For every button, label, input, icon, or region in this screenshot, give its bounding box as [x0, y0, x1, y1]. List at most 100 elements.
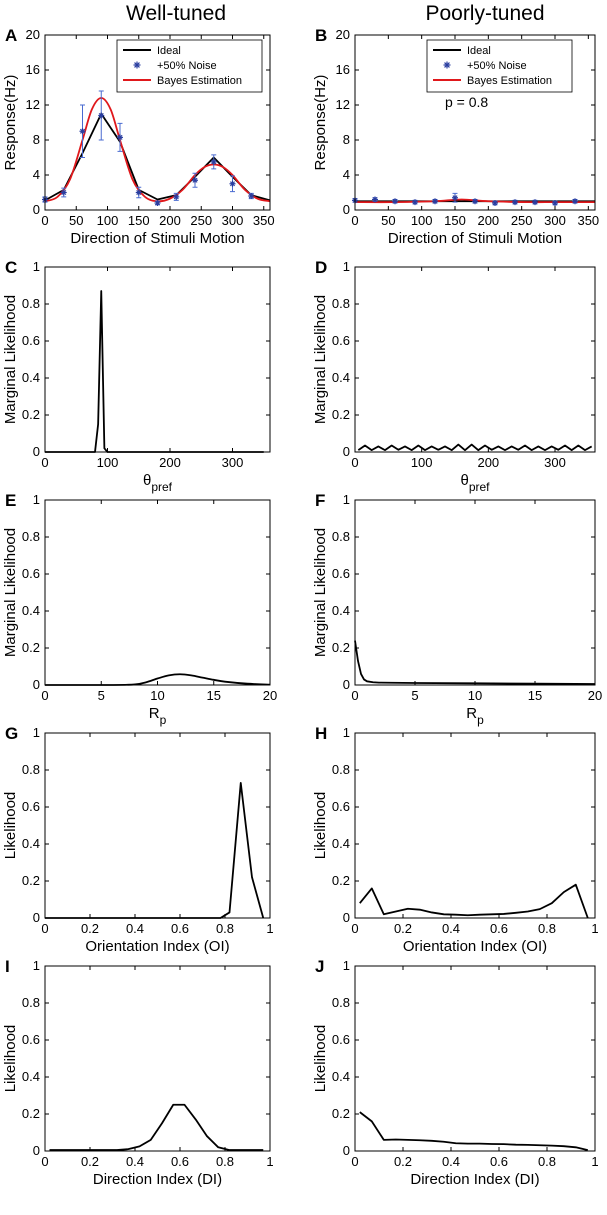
noise-markers: [352, 192, 578, 206]
x-tick-label: 1: [266, 921, 273, 936]
panel-letter: E: [5, 491, 16, 510]
x-tick-label: 150: [444, 213, 466, 228]
x-tick-label: 200: [159, 455, 181, 470]
axes-frame: [354, 965, 596, 1152]
axes-frame: [44, 499, 271, 686]
x-axis-label: Orientation Index (OI): [85, 938, 229, 955]
y-tick-label: 0: [343, 910, 350, 925]
x-axis-label: θpref: [460, 472, 490, 494]
data-point: [98, 112, 105, 119]
legend-label: Ideal: [467, 45, 491, 57]
plot-area: [354, 640, 596, 685]
x-tick-label: 0: [351, 921, 358, 936]
y-tick-label: 0.6: [22, 1032, 40, 1047]
panel-e: E 0 5 10 15 20 0 0.2 0.4 0.6 0.8 1 Rp Marginal Likeli…: [2, 491, 277, 727]
data-point: [512, 199, 518, 206]
x-tick-label: 15: [207, 688, 221, 703]
legend: Ideal +50% Noise Bayes Estimation: [426, 39, 573, 93]
series-line-curve: [49, 1103, 264, 1151]
panel-i: I 0 0.2 0.4 0.6 0.8 1 0 0.2 0.4 0.6 0.8 1 Direction I…: [2, 957, 274, 1188]
legend-box: [116, 39, 263, 93]
plot-area: [44, 673, 271, 686]
panel-letter: B: [315, 26, 327, 45]
legend-box: [426, 39, 573, 93]
y-tick-label: 0.6: [332, 333, 350, 348]
data-point: [117, 134, 123, 141]
x-tick-label: 50: [69, 213, 83, 228]
x-tick-label: 250: [190, 213, 212, 228]
y-tick-label: 0: [33, 1143, 40, 1158]
data-point: [532, 199, 538, 206]
x-tick-label: 0.4: [126, 921, 144, 936]
x-tick-label: 250: [511, 213, 533, 228]
panel-letter: J: [315, 957, 324, 976]
y-tick-label: 1: [343, 958, 350, 973]
y-axis-label: Likelihood: [2, 792, 19, 860]
y-tick-label: 4: [343, 167, 350, 182]
panel-letter: A: [5, 26, 17, 45]
y-tick-label: 1: [343, 259, 350, 274]
y-tick-label: 1: [33, 259, 40, 274]
y-axis-label: Response(Hz): [312, 75, 329, 171]
data-point: [492, 200, 498, 206]
y-tick-label: 0.8: [332, 529, 350, 544]
x-tick-label: 0.6: [171, 1154, 189, 1169]
data-point: [79, 128, 86, 135]
y-tick-label: 0: [33, 677, 40, 692]
panels-container: A0 50 100 150 200 250 300 350048121620Direction…: [2, 26, 602, 1188]
y-tick-label: 0: [343, 202, 350, 217]
y-tick-label: 0.8: [22, 762, 40, 777]
x-tick-label: 200: [159, 213, 181, 228]
y-tick-label: 0.4: [22, 836, 40, 851]
panel-a: A 0 50 100 150 200 250 300 350 0 4 8 12 16 20 Direction…: [2, 26, 275, 247]
x-axis-label: Rp: [466, 705, 484, 727]
data-point: [432, 198, 438, 205]
y-tick-label: 0.6: [332, 566, 350, 581]
x-tick-label: 0.4: [442, 921, 460, 936]
series-line-curve: [357, 443, 593, 452]
panel-j: J 0 0.2 0.4 0.6 0.8 1 0 0.2 0.4 0.6 0.8 1 Direction I…: [312, 957, 599, 1188]
y-tick-label: 0.6: [22, 566, 40, 581]
x-tick-label: 300: [222, 213, 244, 228]
y-tick-label: 0.2: [22, 640, 40, 655]
panel-letter: I: [5, 957, 10, 976]
data-point: [412, 199, 418, 206]
data-point: [552, 200, 558, 206]
p-value-annotation: p = 0.8: [445, 94, 488, 110]
y-tick-label: 0.8: [332, 995, 350, 1010]
x-tick-label: 0.8: [538, 921, 556, 936]
y-tick-label: 0.4: [332, 370, 350, 385]
x-tick-label: 300: [222, 455, 244, 470]
plot-area: [357, 443, 593, 452]
plot-area: [45, 782, 265, 919]
y-tick-label: 0: [343, 444, 350, 459]
y-tick-label: 1: [33, 492, 40, 507]
x-tick-label: 0.4: [126, 1154, 144, 1169]
x-tick-label: 300: [544, 455, 566, 470]
x-axis-label: θpref: [143, 472, 173, 494]
axes-frame: [354, 732, 596, 919]
panel-f: F 0 5 10 15 20 0 0.2 0.4 0.6 0.8 1 Rp Marginal Likeli…: [312, 491, 602, 727]
y-tick-label: 0.2: [22, 407, 40, 422]
x-axis-label: Direction Index (DI): [93, 1171, 222, 1188]
series-line-curve: [45, 290, 264, 453]
y-tick-label: 0.2: [332, 640, 350, 655]
panel-letter: H: [315, 724, 327, 743]
x-tick-label: 10: [150, 688, 164, 703]
x-tick-label: 5: [98, 688, 105, 703]
x-tick-label: 0.2: [81, 921, 99, 936]
x-axis-label-sub: p: [477, 713, 484, 727]
y-tick-label: 0: [33, 202, 40, 217]
x-tick-label: 100: [97, 213, 119, 228]
data-point: [452, 194, 458, 201]
x-axis-label-main: θ: [460, 472, 468, 489]
y-tick-label: 0: [33, 444, 40, 459]
y-tick-label: 8: [33, 132, 40, 147]
legend-label: Bayes Estimation: [467, 75, 552, 87]
panel-letter: F: [315, 491, 325, 510]
y-tick-label: 0.8: [22, 995, 40, 1010]
panel-h: H 0 0.2 0.4 0.6 0.8 1 0 0.2 0.4 0.6 0.8 1 Orientation…: [312, 724, 599, 955]
x-tick-label: 0: [351, 213, 358, 228]
y-tick-label: 20: [336, 27, 350, 42]
y-tick-label: 0.4: [332, 836, 350, 851]
